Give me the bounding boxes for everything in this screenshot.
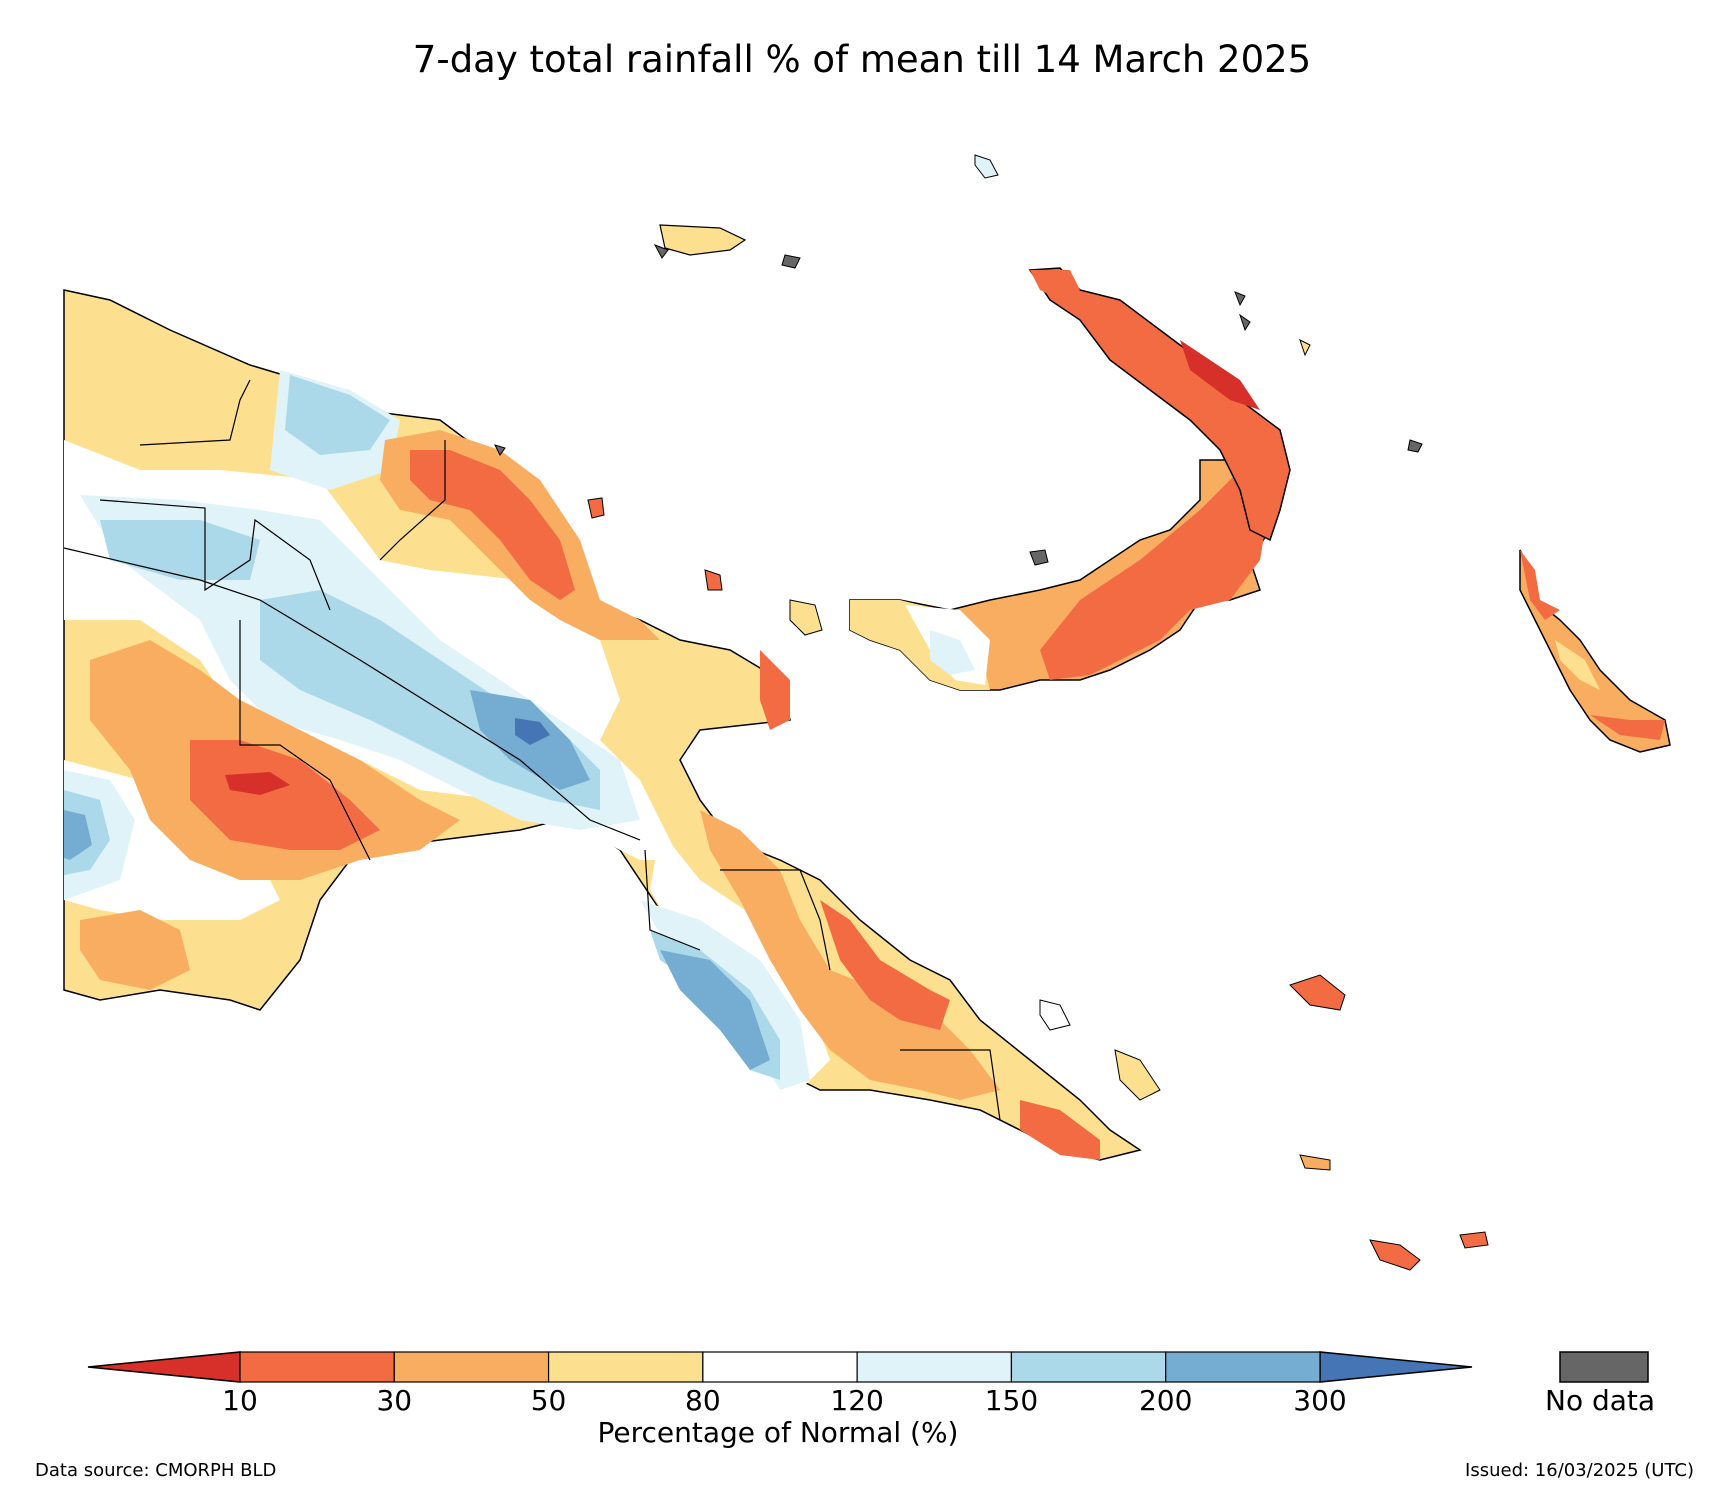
colorbar-segment bbox=[393, 1351, 550, 1383]
zone-red-southeast bbox=[1020, 1100, 1100, 1160]
colorbar-segment bbox=[702, 1351, 858, 1383]
colorbar-min-arrow bbox=[87, 1351, 241, 1383]
zone-blue-west bbox=[100, 520, 260, 580]
zone-red-ne bbox=[760, 650, 790, 730]
colorbar-tick-label: 30 bbox=[376, 1384, 413, 1417]
colorbar-segment bbox=[856, 1351, 1013, 1383]
colorbar-label: Percentage of Normal (%) bbox=[597, 1416, 959, 1449]
map-title: 7-day total rainfall % of mean till 14 M… bbox=[412, 38, 1312, 81]
colorbar-tick-label: 300 bbox=[1293, 1384, 1347, 1417]
north-islands bbox=[494, 444, 1049, 636]
new-britain bbox=[849, 459, 1281, 691]
data-source-note: Data source: CMORPH BLD bbox=[35, 1460, 277, 1481]
zone-red-north bbox=[410, 450, 575, 600]
colorbar-tick-label: 10 bbox=[222, 1384, 258, 1417]
colorbar-segment bbox=[1165, 1351, 1321, 1383]
milne-bay-islands bbox=[1039, 974, 1489, 1271]
no-data-swatch bbox=[1559, 1351, 1649, 1383]
zone-darkblue-west bbox=[64, 810, 92, 860]
colorbar-segment bbox=[1010, 1351, 1167, 1383]
colorbar-tick-label: 80 bbox=[685, 1384, 721, 1417]
colorbar-tick-label: 50 bbox=[530, 1384, 567, 1417]
colorbar-segment bbox=[547, 1351, 704, 1383]
zone-red-east bbox=[820, 900, 950, 1030]
province-borders bbox=[63, 379, 1001, 1121]
bougainville bbox=[1519, 549, 1671, 753]
manus-islands bbox=[653, 154, 1423, 453]
zone-darkest-blue bbox=[515, 718, 550, 745]
new-ireland bbox=[1028, 267, 1291, 542]
colorbar-tick-label: 150 bbox=[984, 1384, 1039, 1417]
colorbar-segment bbox=[239, 1351, 395, 1383]
colorbar-tick-label: 200 bbox=[1138, 1384, 1193, 1417]
zone-orange-southwest bbox=[80, 910, 190, 990]
zone-orange-east bbox=[700, 810, 1000, 1100]
colorbar-tick-label: 120 bbox=[830, 1384, 884, 1417]
colorbar bbox=[87, 1351, 1473, 1383]
zone-red-west bbox=[190, 740, 380, 850]
issued-note: Issued: 16/03/2025 (UTC) bbox=[1465, 1460, 1694, 1481]
no-data-label: No data bbox=[1545, 1384, 1656, 1417]
mainland bbox=[63, 289, 1142, 1161]
zone-darkblue-east bbox=[660, 950, 770, 1070]
zone-darkred-west bbox=[225, 772, 290, 795]
colorbar-max-arrow bbox=[1319, 1351, 1473, 1383]
zone-blue-north bbox=[285, 375, 390, 455]
